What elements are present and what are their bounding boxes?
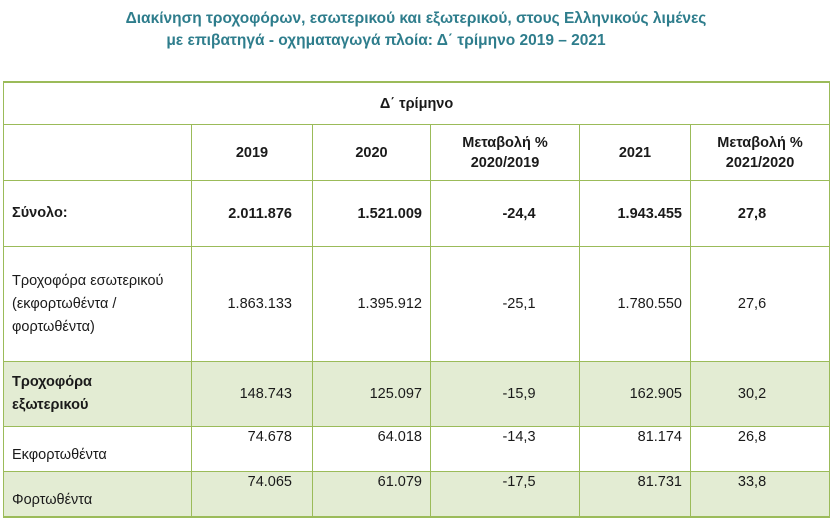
cell-change-2020-2019: -15,9 xyxy=(430,361,580,427)
row-label: Τροχοφόρα εσωτερικού (εκφορτωθέντα / φορ… xyxy=(3,246,192,362)
cell-2020: 64.018 xyxy=(312,426,431,472)
cell-2021: 1.943.455 xyxy=(579,180,691,247)
cell-2020: 1.395.912 xyxy=(312,246,431,362)
cell-2019: 74.065 xyxy=(191,471,313,518)
table-row-unloaded: Εκφορτωθέντα 74.678 64.018 -14,3 81.174 … xyxy=(3,426,831,472)
column-header-2020: 2020 xyxy=(312,124,431,181)
title-line-1: Διακίνηση τροχοφόρων, εσωτερικού και εξω… xyxy=(125,10,707,27)
cell-change-2021-2020: 33,8 xyxy=(689,471,831,518)
quarter-header: Δ΄ τρίμηνο xyxy=(2,81,831,125)
row-label: Τροχοφόρα εξωτερικού xyxy=(3,361,192,427)
column-header-2021: 2021 xyxy=(579,124,691,181)
row-label: Εκφορτωθέντα xyxy=(3,426,192,472)
cell-2021: 162.905 xyxy=(579,361,691,427)
statistics-table: Δ΄ τρίμηνο 2019 2020 Μεταβολή % 2020/201… xyxy=(2,81,831,518)
table-row-loaded: Φορτωθέντα 74.065 61.079 -17,5 81.731 33… xyxy=(3,471,831,518)
title-line-2: με επιβατηγά - οχηματαγωγά πλοία: Δ΄ τρί… xyxy=(166,32,606,49)
cell-change-2020-2019: -24,4 xyxy=(430,180,580,247)
table-row-total: Σύνολο: 2.011.876 1.521.009 -24,4 1.943.… xyxy=(3,180,831,247)
cell-2021: 1.780.550 xyxy=(579,246,691,362)
cell-change-2021-2020: 27,8 xyxy=(689,180,831,247)
column-header-row: 2019 2020 Μεταβολή % 2020/2019 2021 Μετα… xyxy=(3,124,831,181)
column-header-change-2020-2019: Μεταβολή % 2020/2019 xyxy=(430,124,580,181)
column-header-empty xyxy=(3,124,192,181)
cell-2019: 2.011.876 xyxy=(191,180,313,247)
cell-change-2020-2019: -14,3 xyxy=(430,426,580,472)
table-row-foreign: Τροχοφόρα εξωτερικού 148.743 125.097 -15… xyxy=(3,361,831,427)
cell-change-2021-2020: 26,8 xyxy=(689,426,831,472)
column-header-2019: 2019 xyxy=(191,124,313,181)
cell-2020: 61.079 xyxy=(312,471,431,518)
cell-change-2020-2019: -25,1 xyxy=(430,246,580,362)
cell-2020: 1.521.009 xyxy=(312,180,431,247)
column-header-change-2021-2020: Μεταβολή % 2021/2020 xyxy=(689,124,831,181)
cell-2019: 74.678 xyxy=(191,426,313,472)
cell-2021: 81.174 xyxy=(579,426,691,472)
cell-2019: 1.863.133 xyxy=(191,246,313,362)
row-label: Σύνολο: xyxy=(3,180,192,247)
report-title: Διακίνηση τροχοφόρων, εσωτερικού και εξω… xyxy=(0,8,832,52)
row-label: Φορτωθέντα xyxy=(3,471,192,518)
cell-change-2021-2020: 30,2 xyxy=(689,361,831,427)
cell-change-2020-2019: -17,5 xyxy=(430,471,580,518)
cell-change-2021-2020: 27,6 xyxy=(689,246,831,362)
cell-2020: 125.097 xyxy=(312,361,431,427)
cell-2021: 81.731 xyxy=(579,471,691,518)
cell-2019: 148.743 xyxy=(191,361,313,427)
table-row-domestic: Τροχοφόρα εσωτερικού (εκφορτωθέντα / φορ… xyxy=(3,246,831,362)
